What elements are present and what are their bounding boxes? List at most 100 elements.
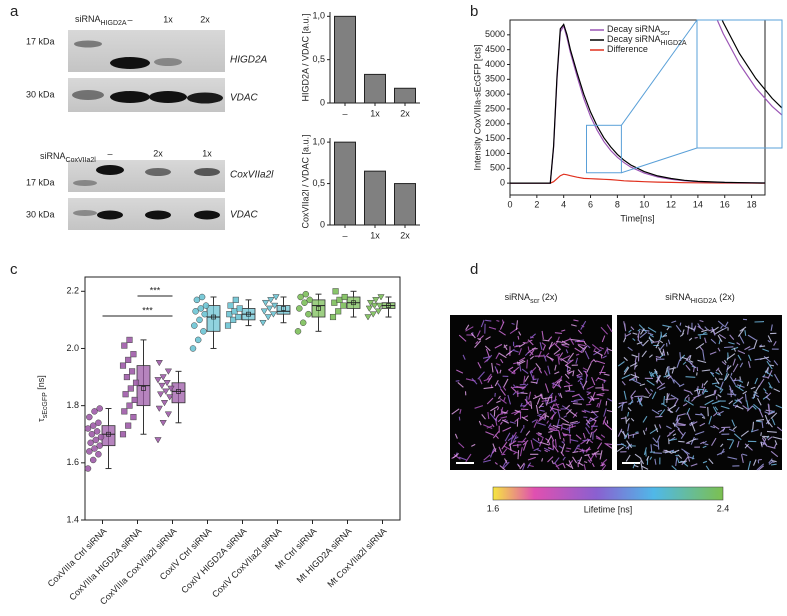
x-tick-label: 2x xyxy=(400,108,410,118)
legend-label: Difference xyxy=(607,44,648,54)
image-title: siRNAHIGD2A (2x) xyxy=(665,292,735,304)
legend-label-part: Decay siRNA xyxy=(607,24,661,34)
data-point xyxy=(305,310,312,318)
y-tick-label: 0 xyxy=(320,219,325,229)
y-tick-label: 1.8 xyxy=(66,400,79,410)
y-tick-label: 1,0 xyxy=(312,11,325,21)
y-tick-label: 500 xyxy=(490,163,505,173)
data-point xyxy=(189,345,197,352)
image-title-part: (2x) xyxy=(539,292,557,302)
x-axis-label: Time[ns] xyxy=(620,213,654,223)
blot-band xyxy=(154,58,182,66)
data-point xyxy=(159,374,167,381)
y-tick-label: 5000 xyxy=(485,29,505,39)
data-point xyxy=(163,380,171,387)
colorbar-label: Lifetime [ns] xyxy=(584,504,633,514)
lane-label: 1x xyxy=(163,14,173,24)
blot-band xyxy=(194,168,220,176)
y-tick-label: 1.6 xyxy=(66,457,79,467)
x-tick-label: 16 xyxy=(720,199,730,209)
y-tick-label: 3000 xyxy=(485,89,505,99)
y-tick-label: 2.0 xyxy=(66,343,79,353)
data-point xyxy=(84,465,92,472)
data-point xyxy=(158,382,166,390)
x-tick-label: Mt CoxVIIa2l siRNA xyxy=(325,526,388,589)
data-point xyxy=(166,394,174,401)
data-point xyxy=(119,362,127,369)
cell-texture xyxy=(451,320,613,471)
lane-label: 2x xyxy=(153,148,163,158)
bar xyxy=(334,15,356,104)
data-point xyxy=(232,296,239,303)
data-point xyxy=(156,391,165,398)
data-point xyxy=(155,405,163,413)
data-point xyxy=(121,342,128,349)
blot-images xyxy=(68,30,225,230)
y-axis-label: Intensity CoxVIIIa-sEcGFP [cts] xyxy=(472,45,482,171)
x-tick-label: 4 xyxy=(561,199,566,209)
y-tick-label: 2.2 xyxy=(66,286,79,296)
mean xyxy=(351,300,356,306)
inset-box xyxy=(696,19,783,149)
data-point xyxy=(261,299,270,307)
data-point xyxy=(202,302,210,309)
data-point xyxy=(364,314,372,321)
data-point xyxy=(259,319,267,327)
data-point xyxy=(121,408,128,415)
blot-band xyxy=(73,180,97,186)
blot-band xyxy=(97,210,123,220)
mean xyxy=(316,306,321,311)
blot-band xyxy=(187,92,223,104)
data-point xyxy=(131,396,138,403)
data-point xyxy=(264,314,272,321)
sirna-label: siRNACoxVIIa2l xyxy=(40,151,96,163)
data-point xyxy=(126,402,133,409)
data-point xyxy=(296,305,303,312)
data-point xyxy=(89,456,97,464)
mean xyxy=(211,314,216,320)
x-tick-label: – xyxy=(342,108,347,118)
protein-label: CoxVIIa2l xyxy=(230,170,274,181)
y-tick-label: 0 xyxy=(320,97,325,107)
data-point xyxy=(332,288,339,295)
protein-label: HIGD2A xyxy=(230,55,268,66)
data-point xyxy=(329,313,337,321)
y-axis-label-part: sEcGFP xyxy=(42,392,49,418)
data-point xyxy=(301,299,308,306)
kda-marker: 17 kDa xyxy=(26,36,55,46)
panel-label: d xyxy=(470,261,478,278)
mean xyxy=(281,306,286,311)
bar xyxy=(364,170,386,226)
mean xyxy=(386,303,391,308)
y-tick-label: 1000 xyxy=(485,148,505,158)
cell-texture xyxy=(617,321,783,471)
legend-label: Decay siRNAHIGD2A xyxy=(607,34,687,46)
lane-label: 1x xyxy=(202,148,212,158)
data-point xyxy=(154,437,162,444)
data-point xyxy=(91,408,98,415)
colorbar-max: 2.4 xyxy=(717,503,730,513)
data-point xyxy=(192,308,199,315)
significance-label: *** xyxy=(142,305,153,315)
blot-band xyxy=(110,91,150,103)
panel-label: c xyxy=(10,261,18,278)
blot-band xyxy=(149,91,187,103)
data-point xyxy=(331,299,338,306)
lane-label: – xyxy=(107,148,112,158)
data-point xyxy=(366,299,375,307)
bar xyxy=(394,183,416,226)
data-point xyxy=(123,374,130,381)
data-point xyxy=(201,310,208,318)
data-point xyxy=(235,313,242,321)
mean xyxy=(246,311,251,317)
kda-marker: 30 kDa xyxy=(26,89,55,99)
legend-label: Decay siRNAscr xyxy=(607,24,671,36)
data-point xyxy=(191,322,198,329)
data-point xyxy=(335,308,342,315)
data-point xyxy=(160,400,169,407)
zoom-connector xyxy=(620,19,698,126)
data-point xyxy=(92,436,100,444)
y-axis-label: HIGD2A / VDAC [a.u.] xyxy=(300,13,310,101)
data-point xyxy=(224,322,232,329)
